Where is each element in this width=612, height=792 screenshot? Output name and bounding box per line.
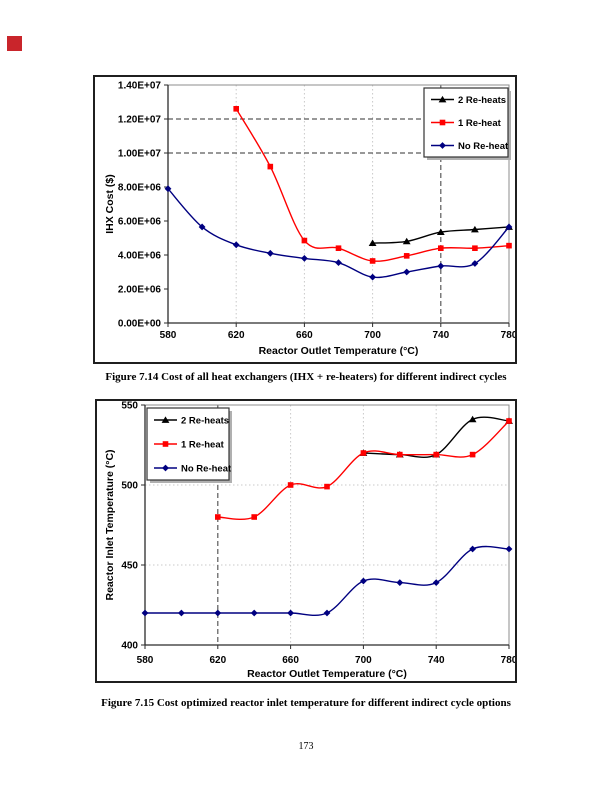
y-tick-label: 2.00E+06 <box>118 285 162 296</box>
x-tick-label: 740 <box>428 655 445 666</box>
y-tick-label: 1.00E+07 <box>118 149 162 160</box>
annotation-marker[interactable] <box>7 36 22 51</box>
chart-svg: 400 450 500 550 580 620 660 700 740 780 Reactor Ou… <box>104 401 515 680</box>
y-axis-title: IHX Cost ($) <box>104 174 116 234</box>
x-axis-title: Reactor Outlet Temperature (°C) <box>259 345 419 357</box>
x-tick-label: 580 <box>160 330 177 341</box>
series-1-re-heat <box>233 106 512 264</box>
y-tick-label: 6.00E+06 <box>118 217 162 228</box>
gridlines <box>145 405 509 645</box>
y-tick-label: 1.40E+07 <box>118 81 162 92</box>
axes: 400 450 500 550 580 620 660 700 740 780 <box>121 401 515 666</box>
legend-label: 2 Re-heats <box>458 95 506 106</box>
x-tick-label: 740 <box>432 330 449 341</box>
x-tick-label: 620 <box>209 655 226 666</box>
figure-7-15-caption: Figure 7.15 Cost optimized reactor inlet… <box>101 697 511 709</box>
y-tick-label: 8.00E+06 <box>118 183 162 194</box>
x-axis-title: Reactor Outlet Temperature (°C) <box>247 668 407 680</box>
series-1-re-heat <box>215 418 512 521</box>
y-tick-label: 400 <box>121 641 138 652</box>
legend: 2 Re-heats 1 Re-heat No Re-heat <box>146 407 232 483</box>
y-tick-label: 4.00E+06 <box>118 251 162 262</box>
gridlines <box>235 85 374 323</box>
series-2-re-heats <box>368 223 513 246</box>
y-tick-label: 550 <box>121 401 138 412</box>
x-tick-label: 780 <box>501 655 515 666</box>
y-axis-title: Reactor Inlet Temperature (°C) <box>104 449 116 600</box>
y-tick-label: 500 <box>121 481 138 492</box>
x-tick-label: 780 <box>501 330 515 341</box>
legend: 2 Re-heats 1 Re-heat No Re-heat <box>423 87 511 160</box>
x-tick-label: 620 <box>228 330 245 341</box>
series-no-re-heat <box>141 545 513 617</box>
page-number: 173 <box>298 741 314 752</box>
ihx-cost-chart: 0.00E+00 2.00E+06 4.00E+06 6.00E+06 8.00E+06… <box>95 77 515 362</box>
legend-label: 1 Re-heat <box>458 118 502 129</box>
chart-svg: 0.00E+00 2.00E+06 4.00E+06 6.00E+06 8.00E+06… <box>104 81 515 358</box>
reactor-inlet-temperature-chart: 400 450 500 550 580 620 660 700 740 780 Reactor Ou… <box>97 401 515 681</box>
legend-label: 2 Re-heats <box>181 415 229 426</box>
x-tick-label: 660 <box>282 655 299 666</box>
x-tick-label: 700 <box>364 330 381 341</box>
figure-7-14-caption: Figure 7.14 Cost of all heat exchangers … <box>105 371 507 383</box>
legend-label: No Re-heat <box>458 141 509 152</box>
axes: 0.00E+00 2.00E+06 4.00E+06 6.00E+06 8.00E+06… <box>118 81 515 342</box>
figure-7-14: 0.00E+00 2.00E+06 4.00E+06 6.00E+06 8.00E+06… <box>93 75 517 364</box>
legend-label: 1 Re-heat <box>181 439 225 450</box>
y-tick-label: 1.20E+07 <box>118 115 162 126</box>
x-tick-label: 660 <box>296 330 313 341</box>
x-tick-label: 700 <box>355 655 372 666</box>
legend-label: No Re-heat <box>181 463 232 474</box>
y-tick-label: 450 <box>121 561 138 572</box>
figure-7-15: 400 450 500 550 580 620 660 700 740 780 Reactor Ou… <box>95 399 517 683</box>
x-tick-label: 580 <box>137 655 154 666</box>
series-no-re-heat <box>164 185 513 281</box>
y-tick-label: 0.00E+00 <box>118 319 162 330</box>
